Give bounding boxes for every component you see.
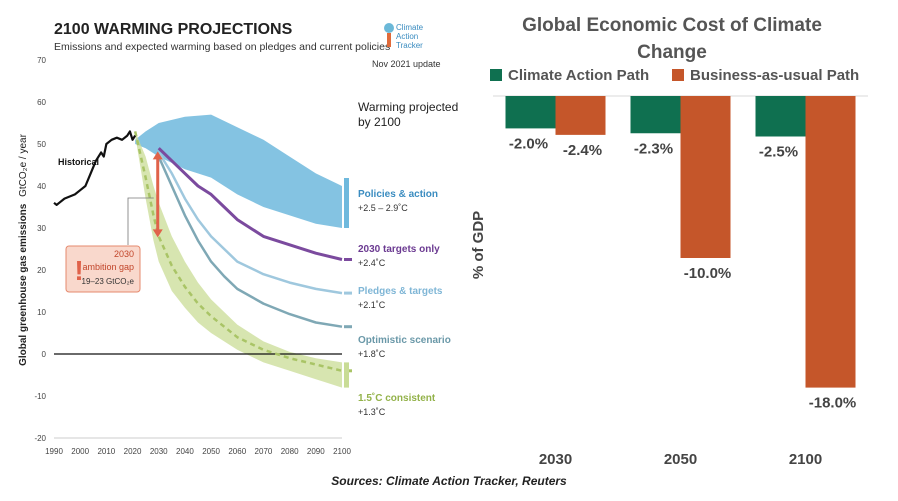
chart-title: 2100 WARMING PROJECTIONS [54, 21, 293, 38]
legend-swatch-business-as-usual [672, 69, 684, 81]
logo-line2: Action [396, 32, 418, 41]
series-line-1-5-c-consistent [133, 131, 343, 373]
bar-climate-action-2050 [630, 96, 681, 134]
historical-line [53, 130, 137, 206]
chart-subtitle: Emissions and expected warming based on … [54, 41, 390, 53]
y-tick-label: 0 [42, 350, 47, 359]
one-point-five-bracket [344, 362, 349, 388]
economic-cost-chart: Global Economic Cost of Climate Change C… [460, 0, 898, 470]
ambition-gap-connector [127, 197, 154, 245]
series-line-2030-targets-only [157, 147, 343, 261]
legend-series-name: 2030 targets only [358, 244, 440, 255]
legend-policies-action: Policies & action [358, 189, 438, 200]
ambition-gap-range: 19–23 GtCO₂e [82, 277, 135, 286]
logo-line3: Tracker [396, 41, 423, 50]
logo-icon-stem [387, 33, 391, 47]
y-tick-label: 30 [37, 224, 46, 233]
legend-series-warming: +1.3˚C [358, 407, 386, 417]
legend-policies-warming: +2.5 – 2.9˚C [358, 203, 408, 213]
x-category-label: 2030 [539, 451, 572, 468]
y-tick-label: -20 [34, 434, 46, 443]
y-tick-label: 10 [37, 308, 46, 317]
ambition-gap-year: 2030 [114, 249, 134, 259]
y-tick-label: 40 [37, 182, 46, 191]
x-tick-label: 2000 [71, 447, 89, 456]
one-point-five-band [135, 131, 342, 388]
bar-climate-action-2100 [755, 96, 806, 137]
x-tick-label: 2090 [307, 447, 325, 456]
x-category-label: 2050 [664, 451, 697, 468]
y-axis-label-unit: GtCO₂e / year [18, 133, 29, 196]
x-tick-label: 2050 [202, 447, 220, 456]
y-axis-label-text: Global greenhouse gas emissions [18, 203, 29, 366]
climate-action-tracker-logo: Climate Action Tracker [384, 23, 424, 50]
data-label: -2.5% [759, 144, 798, 161]
logo-icon [384, 23, 394, 33]
bar-climate-action-2030 [505, 96, 556, 129]
x-tick-label: 1990 [45, 447, 63, 456]
x-tick-label: 2080 [281, 447, 299, 456]
update-note: Nov 2021 update [372, 59, 441, 69]
chart-title-line1: Global Economic Cost of Climate [522, 15, 822, 36]
bar-plot-area: -2.0% -2.4% 2030 -2.3% -10.0% 2050 -2.5% -18.0%… [493, 95, 868, 468]
x-tick-label: 2040 [176, 447, 194, 456]
policies-bracket [344, 178, 349, 228]
x-tick-label: 2020 [124, 447, 142, 456]
legend-header-line1: Warming projected [358, 100, 458, 114]
data-label: -2.4% [563, 142, 602, 159]
bar-business-as-usual-2100 [805, 96, 856, 388]
chart-title-line2: Change [637, 42, 707, 63]
legend-series-name: 1.5˚C consistent [358, 392, 436, 404]
series-line-optimistic-scenario [157, 156, 343, 328]
x-tick-label: 2070 [255, 447, 273, 456]
legend-label-climate-action: Climate Action Path [508, 67, 649, 84]
source-note: Sources: Climate Action Tracker, Reuters [331, 474, 567, 488]
bar-business-as-usual-2050 [680, 96, 731, 258]
y-axis-label: % of GDP [470, 211, 487, 279]
ambition-gap-arrowhead-bottom [152, 229, 163, 238]
data-label: -10.0% [684, 265, 732, 282]
series-line-pledges-targets [157, 151, 343, 295]
legend: Climate Action Path Business-as-usual Pa… [490, 67, 859, 84]
data-label: -18.0% [809, 395, 857, 412]
policies-action-band [135, 114, 342, 228]
legend-series-name: Pledges & targets [358, 286, 443, 297]
legend-series-warming: +2.4˚C [358, 258, 386, 268]
y-tick-label: 20 [37, 266, 46, 275]
economic-cost-svg: Global Economic Cost of Climate Change C… [470, 15, 868, 468]
x-tick-label: 2100 [333, 447, 351, 456]
legend-header-line2: by 2100 [358, 115, 401, 129]
legend-series-name: Optimistic scenario [358, 335, 451, 346]
data-label: -2.0% [509, 135, 548, 152]
y-axis-label: Global greenhouse gas emissions GtCO₂e /… [18, 133, 29, 366]
legend-label-business-as-usual: Business-as-usual Path [690, 67, 859, 84]
y-tick-label: 60 [37, 98, 46, 107]
legend-series-warming: +2.1˚C [358, 300, 386, 310]
bar-business-as-usual-2030 [555, 96, 606, 135]
y-tick-label: 70 [37, 56, 46, 65]
x-tick-label: 2060 [228, 447, 246, 456]
ambition-gap-label: ambition gap [82, 262, 134, 272]
warming-projections-chart: 2100 WARMING PROJECTIONS Emissions and e… [0, 0, 470, 470]
exclamation-icon: ! [74, 255, 83, 286]
historical-label: Historical [58, 157, 99, 167]
legend-series-warming: +1.8˚C [358, 349, 386, 359]
ambition-gap-box [65, 245, 141, 293]
data-label: -2.3% [634, 140, 673, 157]
logo-line1: Climate [396, 23, 424, 32]
x-category-label: 2100 [789, 451, 822, 468]
legend-swatch-climate-action [490, 69, 502, 81]
x-tick-label: 2010 [97, 447, 115, 456]
y-tick-label: -10 [34, 392, 46, 401]
ambition-gap-arrowhead-top [152, 151, 163, 160]
x-tick-label: 2030 [150, 447, 168, 456]
warming-projections-svg: 2100 WARMING PROJECTIONS Emissions and e… [18, 21, 458, 456]
y-tick-label: 50 [37, 140, 46, 149]
